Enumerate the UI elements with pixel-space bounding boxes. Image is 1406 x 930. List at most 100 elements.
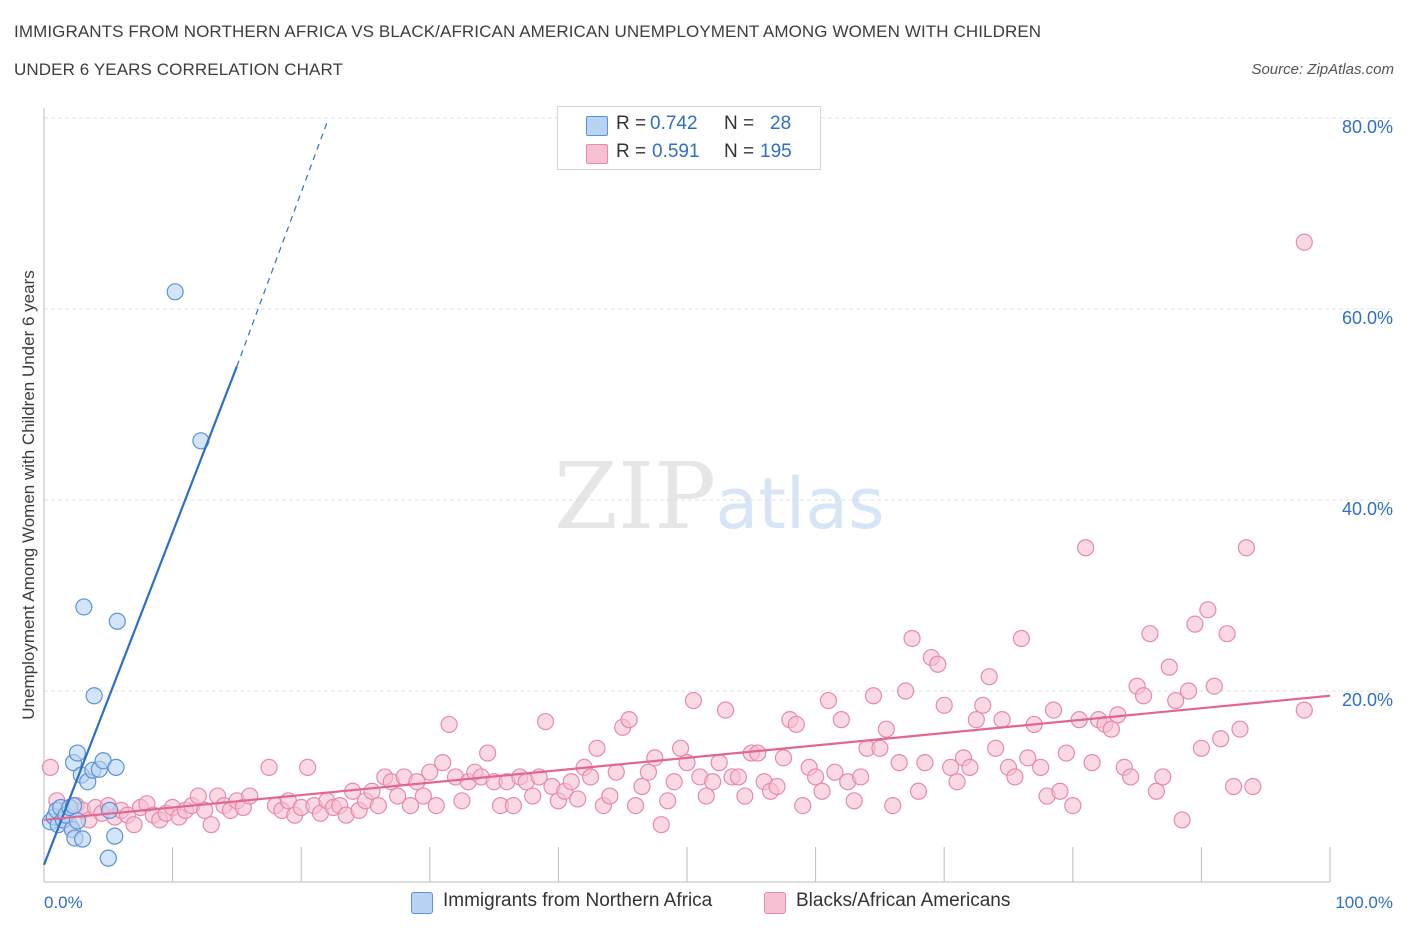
pink-data-point xyxy=(427,796,445,815)
legend-n-label: N = xyxy=(724,141,755,162)
y-tick-label: 60.0% xyxy=(1342,308,1393,328)
pink-data-point xyxy=(710,754,728,772)
legend-swatch-pink xyxy=(586,144,608,164)
pink-data-point xyxy=(1102,720,1120,738)
axis-layer xyxy=(43,108,1331,883)
pink-data-point xyxy=(794,796,812,815)
pink-data-point xyxy=(768,777,786,796)
pink-data-point xyxy=(639,763,658,781)
pink-data-point xyxy=(929,655,947,673)
blue-data-point xyxy=(100,801,119,819)
pink-data-point xyxy=(890,754,908,772)
pink-data-point xyxy=(1051,782,1069,800)
pink-data-point xyxy=(1167,691,1185,710)
pink-data-point xyxy=(774,749,793,767)
pink-data-point xyxy=(408,773,426,791)
pink-data-point xyxy=(819,691,838,710)
pink-data-point xyxy=(864,687,883,705)
pink-data-point xyxy=(897,682,915,700)
pink-data-point xyxy=(884,796,902,815)
pink-data-point xyxy=(787,715,805,734)
y-tick-label: 80.0% xyxy=(1342,117,1393,137)
pink-data-point xyxy=(749,744,767,762)
pink-data-point xyxy=(601,787,619,805)
pink-data-point xyxy=(967,711,985,729)
pink-data-point xyxy=(202,816,220,834)
pink-data-point xyxy=(196,801,214,819)
watermark-zip: ZIP xyxy=(554,443,716,550)
legend-r-label: R = xyxy=(616,141,647,162)
x-tick-label-min: 0.0% xyxy=(44,893,83,912)
pink-data-point xyxy=(562,773,580,791)
pink-data-point xyxy=(1218,625,1236,643)
blue-trend-extension xyxy=(236,122,328,367)
pink-data-point xyxy=(260,758,278,777)
pink-data-point xyxy=(421,763,439,781)
pink-data-point xyxy=(1244,777,1262,796)
pink-data-point xyxy=(1205,677,1223,695)
y-tick-label: 40.0% xyxy=(1342,499,1393,519)
pink-data-point xyxy=(453,792,471,810)
pink-data-point xyxy=(942,758,960,777)
pink-data-point xyxy=(1044,701,1063,719)
blue-data-point xyxy=(85,687,103,705)
blue-data-point xyxy=(99,849,117,867)
blue-point-group xyxy=(41,283,210,867)
pink-data-point xyxy=(1083,754,1101,772)
pink-data-point xyxy=(434,754,452,772)
pink-data-point xyxy=(1019,749,1037,767)
pink-data-point xyxy=(961,758,979,777)
pink-data-point xyxy=(633,777,651,796)
legend-n-value: 28 xyxy=(770,113,792,134)
blue-data-point xyxy=(107,758,125,777)
pink-data-point xyxy=(671,739,690,757)
pink-data-point xyxy=(1186,615,1204,633)
pink-data-point xyxy=(980,668,998,686)
pink-data-point xyxy=(524,787,542,805)
pink-data-point xyxy=(684,691,703,710)
pink-trend-line xyxy=(43,694,1331,822)
pink-data-point xyxy=(1295,233,1313,251)
correlation-legend: R = 0.742 N = 28 R = 0.591 N = 195 xyxy=(557,106,821,170)
pink-data-point xyxy=(620,711,638,729)
pink-data-point xyxy=(877,720,895,738)
series-legend-label: Immigrants from Northern Africa xyxy=(443,890,713,911)
pink-data-point xyxy=(1012,629,1030,648)
pink-data-point xyxy=(1160,658,1178,676)
pink-data-point xyxy=(1064,796,1082,815)
pink-data-point xyxy=(935,696,953,714)
series-swatch-pink xyxy=(764,892,786,914)
pink-data-point xyxy=(903,629,921,648)
pink-data-point xyxy=(1224,777,1243,796)
x-tick-label-max: 100.0% xyxy=(1335,893,1393,912)
pink-data-point xyxy=(189,787,207,805)
legend-r-value: 0.742 xyxy=(650,113,698,134)
pink-data-point xyxy=(369,796,387,815)
pink-data-point xyxy=(389,787,407,805)
pink-data-point xyxy=(1154,768,1172,786)
chart-title-line-1: IMMIGRANTS FROM NORTHERN AFRICA VS BLACK… xyxy=(14,22,1042,41)
pink-data-point xyxy=(1141,625,1159,643)
pink-data-point xyxy=(665,773,683,791)
pink-data-point xyxy=(852,768,870,786)
pink-data-point xyxy=(916,754,934,772)
pink-data-point xyxy=(646,749,664,767)
blue-data-point xyxy=(73,830,92,848)
pink-data-point xyxy=(414,787,432,805)
pink-data-point xyxy=(806,768,825,786)
pink-data-point xyxy=(1173,811,1191,829)
pink-data-point xyxy=(659,792,677,810)
pink-data-point xyxy=(536,712,555,731)
pink-data-point xyxy=(1295,701,1313,719)
pink-data-point xyxy=(826,763,844,781)
blue-data-point xyxy=(75,598,93,616)
pink-data-point xyxy=(1006,768,1024,786)
pink-data-point xyxy=(729,768,748,786)
pink-data-point xyxy=(736,787,754,805)
legend-r-value: 0.591 xyxy=(652,141,700,162)
blue-data-point xyxy=(106,827,124,845)
legend-swatch-blue xyxy=(586,116,608,136)
series-swatch-blue xyxy=(411,892,433,914)
watermark-atlas: atlas xyxy=(715,463,884,545)
pink-data-point xyxy=(974,696,992,714)
